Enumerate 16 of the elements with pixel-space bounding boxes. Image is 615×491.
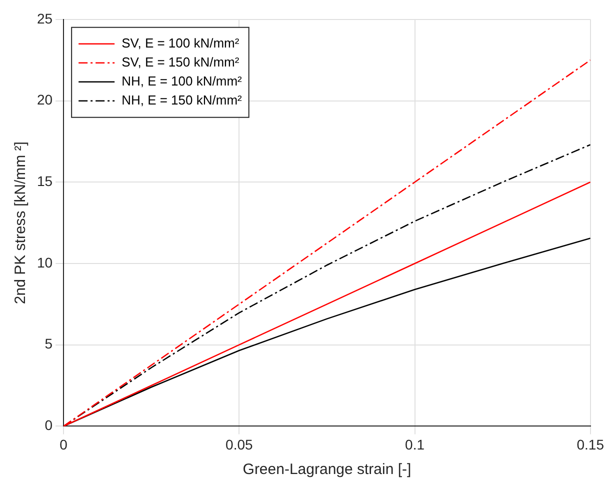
legend-label: SV, E = 100 kN/mm² [122, 35, 240, 50]
x-tick-label: 0.15 [576, 436, 604, 452]
y-tick-label: 25 [36, 10, 53, 26]
y-tick-label: 20 [36, 92, 53, 108]
legend-label: NH, E = 100 kN/mm² [122, 73, 243, 88]
legend-label: NH, E = 150 kN/mm² [122, 92, 243, 108]
y-tick-label: 10 [36, 254, 53, 270]
x-tick-label: 0.1 [405, 436, 425, 452]
y-tick-label: 5 [44, 336, 53, 352]
y-tick-label: 0 [44, 417, 53, 434]
x-tick-label: 0.05 [226, 436, 254, 452]
legend-label: SV, E = 150 kN/mm² [122, 54, 240, 70]
y-axis-title: 2nd PK stress [kN/mm ²] [12, 142, 30, 304]
x-axis-title: Green-Lagrange strain [-] [242, 461, 412, 478]
x-tick-label: 0 [60, 436, 68, 452]
y-tick-label: 15 [36, 172, 53, 189]
